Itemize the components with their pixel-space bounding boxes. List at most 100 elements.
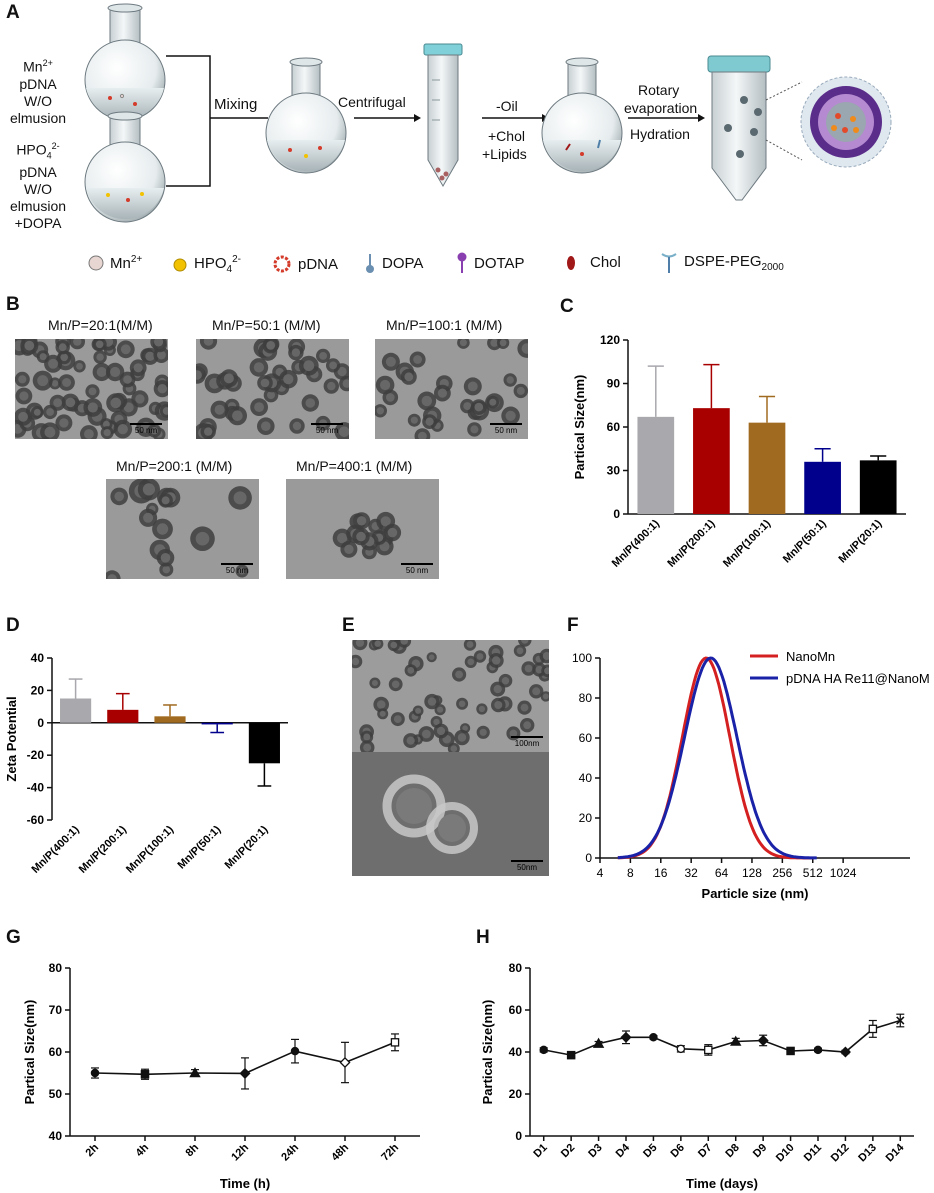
series-line	[617, 656, 817, 860]
tem-particle-core	[214, 404, 225, 415]
tem-particle-core	[65, 397, 76, 408]
y-tick-label: 20	[509, 1087, 523, 1101]
tem-particle-core	[356, 516, 367, 526]
x-tick-label: 1024	[830, 866, 857, 880]
flask1-line-pdna: pDNA	[19, 75, 57, 92]
tem-particle-core	[291, 348, 301, 357]
step-mixing-label: Mixing	[214, 96, 258, 113]
data-point	[868, 1024, 878, 1034]
x-tick-label: D10	[774, 1142, 797, 1165]
tem-particle-core	[466, 641, 474, 648]
data-point	[140, 1070, 150, 1079]
data-point	[620, 1031, 632, 1043]
tem-particle-core	[232, 410, 243, 421]
tem-particle-core	[499, 339, 507, 347]
tem-particle-core	[509, 729, 518, 738]
tem-particle-core	[521, 343, 528, 354]
tem-particle-core	[437, 706, 444, 713]
bar	[60, 698, 92, 723]
tem-particle-core	[161, 496, 170, 505]
x-tick-label: Mn/P(400:1)	[30, 823, 82, 875]
scale-bar: 100nm	[511, 736, 543, 748]
x-tick-label: Mn/P(200:1)	[77, 823, 129, 875]
chol-icon	[567, 255, 575, 270]
tem-particle-core	[479, 728, 487, 736]
tem-particle-core	[413, 355, 422, 364]
legend-item-dspe-peg: DSPE-PEG2000	[660, 252, 784, 274]
tem-particle-core	[95, 340, 104, 349]
scale-bar: 50nm	[511, 860, 543, 872]
tem-particle-core	[196, 370, 202, 380]
tem-particle-core	[160, 553, 171, 563]
x-axis-label: Time (h)	[220, 1176, 270, 1191]
vial-icon	[707, 55, 771, 201]
scale-bar-label: 50 nm	[494, 426, 518, 435]
tem-particle-core	[490, 339, 499, 347]
y-tick-label: 30	[607, 464, 621, 478]
data-point	[290, 1046, 300, 1056]
data-point	[730, 1035, 742, 1046]
tem-particle-core	[415, 707, 422, 714]
step-lipids-label: +Lipids	[482, 146, 527, 162]
scale-bar: 50 nm	[221, 563, 253, 575]
tem-particle-core	[470, 425, 479, 434]
tem-particle-core	[427, 697, 437, 706]
tem-particle-core	[254, 402, 264, 412]
tem-particle-core	[18, 375, 27, 384]
tem-particle-core	[418, 431, 427, 439]
y-tick-label: 80	[579, 691, 593, 705]
legend-mn-label: Mn	[110, 255, 131, 272]
tem-particle-core	[204, 427, 213, 436]
y-tick-label: 40	[579, 771, 593, 785]
chart-g-size-over-hours: 40 50 60 70 80 2h 4h 8h 12h 24h 48h 72h Time (h) Part…	[22, 961, 420, 1191]
dotap-icon	[457, 252, 467, 273]
tem-particle-core	[422, 729, 431, 739]
tem-particle-core	[114, 491, 124, 502]
y-tick-label: 100	[572, 651, 592, 665]
y-tick-label: 60	[49, 1045, 63, 1059]
legend-item-hpo4: HPO42-	[172, 254, 241, 275]
x-tick-label: 32	[684, 866, 698, 880]
mn-ion-icon	[88, 255, 104, 271]
tem-particle-core	[39, 353, 47, 361]
tem-particle-core	[329, 361, 337, 370]
tem-particle-core	[520, 703, 529, 712]
x-tick-label: D4	[614, 1141, 633, 1160]
tem-image-20-1: 50 nm	[15, 339, 168, 439]
panel-letter-f: F	[567, 615, 579, 636]
tem-particle-core	[363, 733, 371, 741]
tem-vesicles	[382, 774, 478, 854]
x-tick-label: 256	[772, 866, 792, 880]
tem-particle-core	[459, 339, 467, 347]
y-tick-label: 80	[49, 961, 63, 975]
tem-particle-core	[110, 397, 122, 409]
y-axis-label: Partical Size(nm)	[480, 1000, 495, 1105]
tem-particle-core	[478, 705, 485, 713]
x-tick-label: D8	[723, 1142, 741, 1160]
flask1-line-wo: W/O	[24, 92, 52, 109]
tem-particle-core	[455, 670, 463, 679]
tem-label-50: Mn/P=50:1 (M/M)	[212, 317, 321, 333]
tem-particle-core	[436, 726, 446, 736]
y-tick-label: 40	[509, 1045, 523, 1059]
legend-item-pdna: pDNA	[272, 254, 338, 274]
x-tick-label: 16	[654, 866, 668, 880]
legend-dspe-peg-text: DSPE-PEG2000	[684, 253, 784, 273]
x-tick-label: Mn/P(400:1)	[610, 517, 662, 569]
x-tick-label: Mn/P(200:1)	[665, 517, 717, 569]
legend-hpo4-label: HPO	[194, 255, 227, 272]
x-tick-label: D2	[559, 1142, 577, 1160]
legend-mn-charge: 2+	[130, 254, 143, 265]
x-tick-label: 128	[742, 866, 762, 880]
tem-particle-core	[391, 680, 400, 689]
y-tick-label: 20	[31, 683, 45, 697]
y-tick-label: 60	[607, 420, 621, 434]
tem-particle-core	[428, 654, 435, 660]
tem-particle-core	[516, 647, 524, 655]
data-point	[339, 1056, 351, 1069]
tem-image-400-1: 50 nm	[286, 479, 439, 579]
flask1-label: Mn2+ pDNA W/O elmusion	[8, 55, 68, 127]
step-oil-label: -Oil	[496, 98, 518, 114]
tem-particle-core	[476, 653, 484, 660]
tem-label-20: Mn/P=20:1(M/M)	[48, 317, 153, 333]
